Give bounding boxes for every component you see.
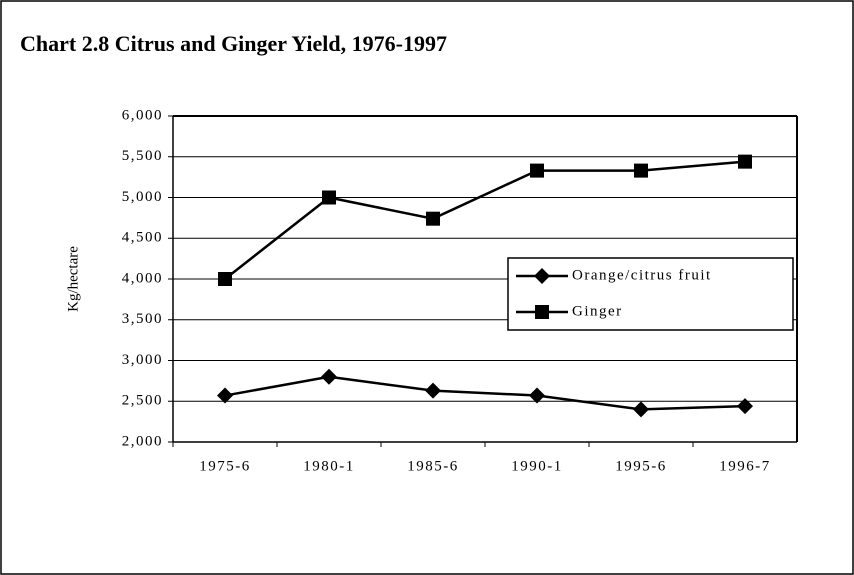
point xyxy=(634,163,648,178)
x-tick-label: 1996-7 xyxy=(719,458,771,474)
point xyxy=(321,368,337,385)
y-tick-label: 5,500 xyxy=(122,148,163,164)
legend-label: Ginger xyxy=(572,303,623,319)
series-line xyxy=(224,375,746,411)
y-tick-label: 2,500 xyxy=(122,393,163,409)
point xyxy=(529,387,545,404)
point xyxy=(738,154,752,169)
y-tick-label: 2,000 xyxy=(122,433,163,449)
x-tick-label: 1995-6 xyxy=(615,458,667,474)
point xyxy=(322,190,336,205)
x-tick-label: 1990-1 xyxy=(511,458,563,474)
legend-box xyxy=(507,257,794,331)
point xyxy=(737,398,753,415)
point xyxy=(426,211,440,226)
y-tick-label: 4,500 xyxy=(122,230,163,246)
y-tick-label: 4,000 xyxy=(122,270,163,286)
point xyxy=(218,272,232,286)
series-line xyxy=(224,160,746,280)
x-tick-label: 1980-1 xyxy=(303,458,355,474)
point xyxy=(530,163,544,178)
y-tick-label: 3,500 xyxy=(122,311,163,327)
x-tick-label: 1985-6 xyxy=(407,458,459,474)
point xyxy=(217,387,233,404)
legend-label: Orange/citrus fruit xyxy=(572,267,712,283)
y-axis-label: Kg/hectare xyxy=(65,246,81,312)
y-tick-label: 6,000 xyxy=(122,107,163,123)
legend-marker xyxy=(534,268,550,284)
point xyxy=(425,382,441,399)
y-tick-label: 3,000 xyxy=(122,352,163,368)
point xyxy=(633,401,649,418)
x-tick-label: 1975-6 xyxy=(199,458,251,474)
legend-marker xyxy=(535,305,549,319)
chart-title: Chart 2.8 Citrus and Ginger Yield, 1976-… xyxy=(20,31,447,56)
y-tick-label: 5,000 xyxy=(122,189,163,205)
